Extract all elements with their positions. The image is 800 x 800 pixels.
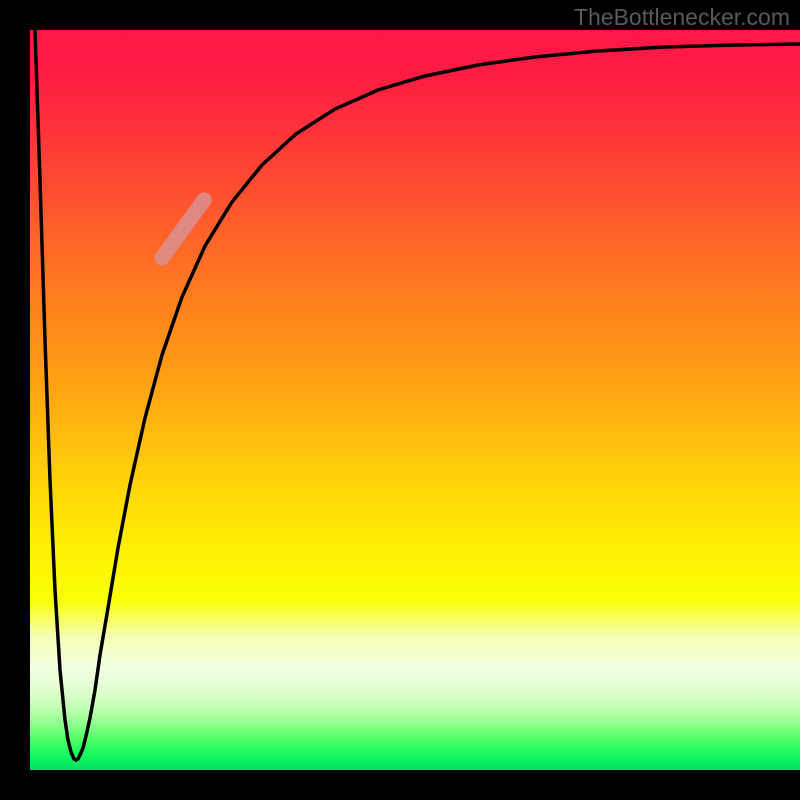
plot-background [30,30,800,770]
bottleneck-chart [0,0,800,800]
watermark-text: TheBottlenecker.com [574,4,790,31]
